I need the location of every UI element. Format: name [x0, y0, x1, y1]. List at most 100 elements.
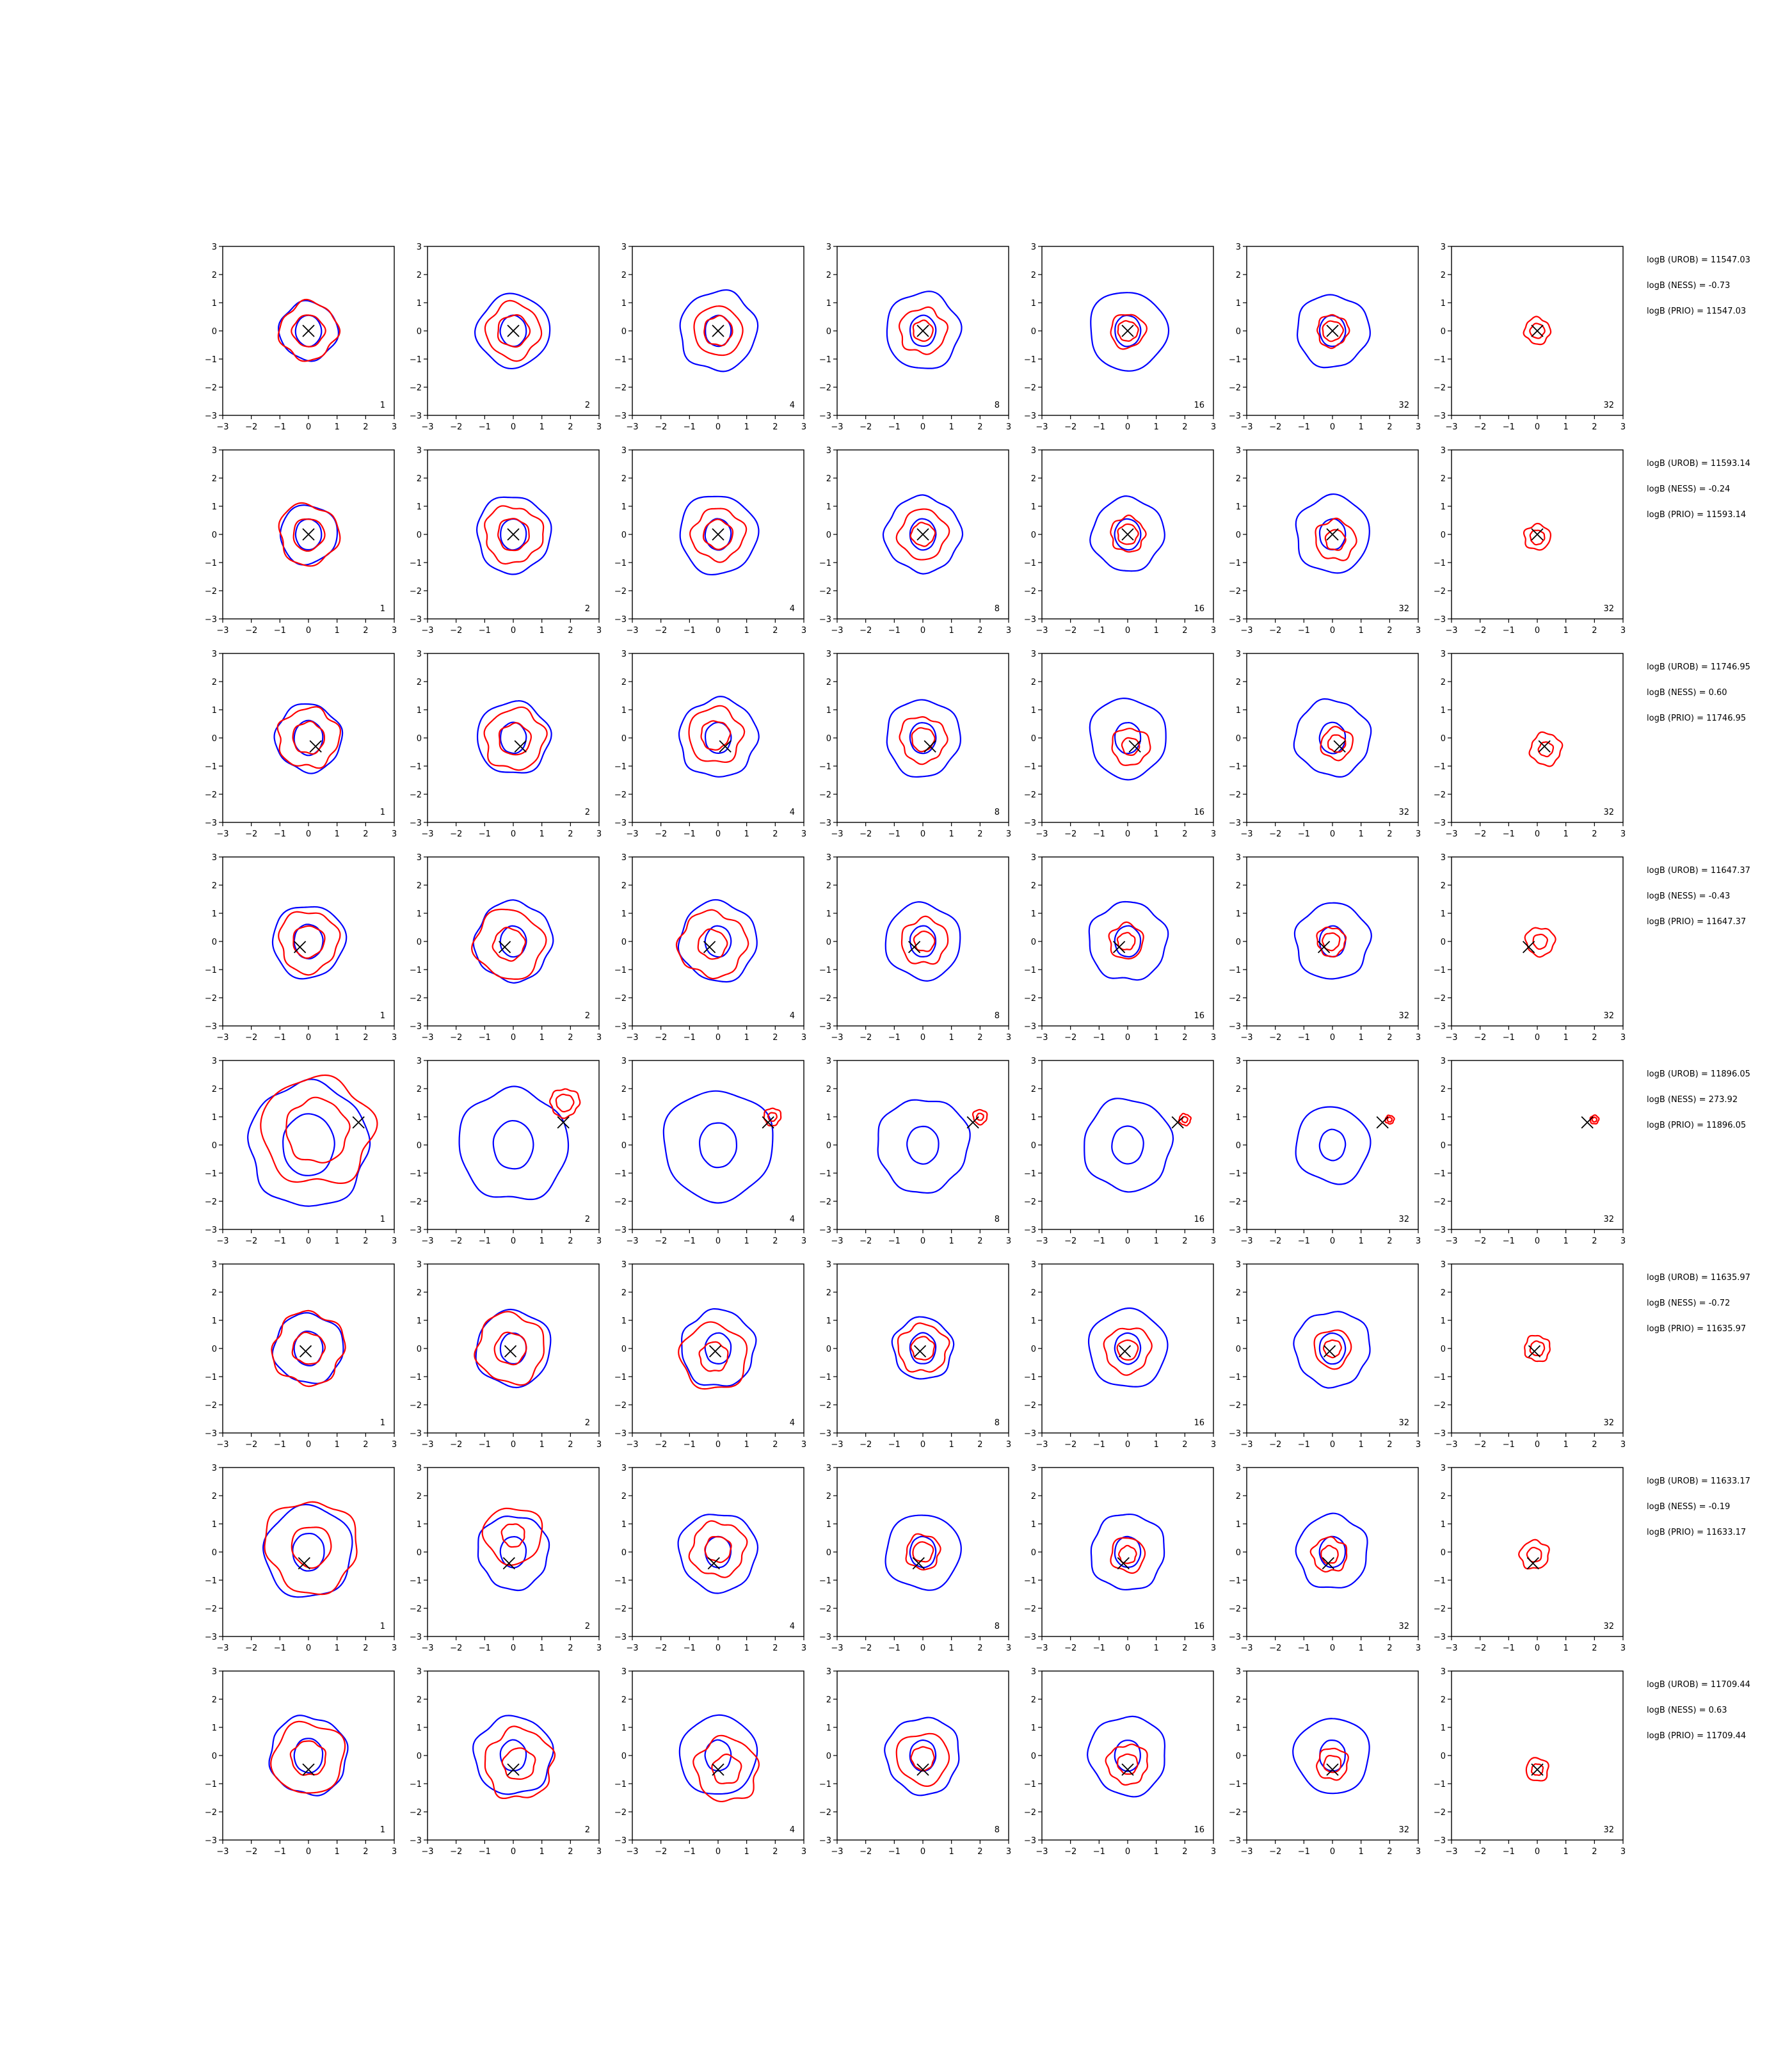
- true-value-marker: [352, 1116, 365, 1129]
- x-tick-label: 0: [1535, 626, 1540, 636]
- panel-label: 4: [790, 1825, 795, 1835]
- blue-contour-outer: [884, 901, 961, 982]
- x-tick-label: −2: [1474, 1236, 1486, 1246]
- x-tick-label: 3: [392, 1440, 397, 1450]
- y-tick-label: 3: [1441, 243, 1446, 252]
- x-tick-label: 1: [1154, 1033, 1159, 1043]
- y-tick-label: −2: [1434, 383, 1446, 393]
- panel-r5-c4: −3−3 −2 −2 −1 −1 0 0 1 1 2 2 3 3 8: [819, 1057, 1011, 1246]
- x-tick-label: −2: [860, 422, 872, 432]
- panel-r8-c4: −3−3 −2 −2 −1 −1 0 0 1 1 2 2 3 3 8: [819, 1667, 1011, 1857]
- y-tick-label: −2: [1229, 994, 1241, 1004]
- y-tick-label: −3: [1024, 1226, 1036, 1235]
- y-tick-label: −3: [1229, 615, 1241, 625]
- y-tick-label: −2: [205, 587, 217, 596]
- x-tick-label: −1: [888, 1033, 900, 1043]
- row-stat-line: logB (UROB) = 11593.14: [1647, 459, 1750, 468]
- y-tick-label: 3: [1441, 1464, 1446, 1473]
- y-tick-label: −3: [1024, 1022, 1036, 1032]
- blue-contour-outer: [1087, 1715, 1166, 1798]
- y-tick-label: 2: [417, 1695, 422, 1705]
- y-tick-label: −3: [1434, 412, 1446, 421]
- x-tick-label: 1: [744, 829, 749, 839]
- row-stat-line: logB (PRIO) = 11896.05: [1647, 1121, 1747, 1130]
- red-contour-outer: [278, 502, 341, 567]
- y-tick-label: 2: [621, 1288, 627, 1298]
- x-tick-label: −1: [274, 1644, 286, 1653]
- y-tick-label: −1: [819, 966, 831, 975]
- y-tick-label: −3: [205, 1022, 217, 1032]
- x-tick-label: 0: [920, 1440, 925, 1450]
- y-tick-label: 3: [1031, 243, 1036, 252]
- true-value-marker: [298, 1556, 310, 1570]
- red-contour-outer: [1528, 731, 1564, 767]
- row-stat-line: logB (NESS) = 0.63: [1647, 1706, 1727, 1715]
- y-tick-label: −2: [1229, 1604, 1241, 1614]
- panel-r3-c6: −3−3 −2 −2 −1 −1 0 0 1 1 2 2 3 3 32: [1229, 650, 1421, 839]
- true-value-marker: [302, 528, 315, 541]
- y-tick-label: 0: [212, 938, 217, 947]
- axes-frame: [1451, 1060, 1624, 1230]
- panel-r7-c3: −3 −3 −2 −2 −1 −1 0 0 1 1 2 2 3 3 4: [614, 1464, 806, 1653]
- y-tick-label: −1: [1024, 355, 1036, 365]
- y-tick-label: 3: [621, 853, 627, 863]
- x-tick-label: 0: [716, 422, 721, 432]
- x-tick-label: −2: [1269, 1236, 1281, 1246]
- y-tick-label: −1: [1024, 1169, 1036, 1179]
- y-tick-label: −1: [1229, 355, 1241, 365]
- x-tick-label: 0: [716, 829, 721, 839]
- x-tick-label: −3: [216, 1236, 228, 1246]
- red-contour-outer: [1524, 927, 1556, 958]
- y-tick-label: −1: [819, 1780, 831, 1789]
- true-value-marker: [1522, 941, 1535, 954]
- x-tick-label: 1: [335, 422, 340, 432]
- row-stat-line: logB (PRIO) = 11746.95: [1647, 714, 1747, 723]
- blue-contour-inner: [704, 1535, 732, 1569]
- x-tick-label: 3: [392, 1644, 397, 1653]
- panel-label: 32: [1398, 1622, 1409, 1631]
- panel-label: 32: [1398, 401, 1409, 410]
- x-tick-label: 3: [392, 829, 397, 839]
- y-tick-label: 1: [1441, 1520, 1446, 1530]
- y-tick-label: 2: [1441, 1288, 1446, 1298]
- blue-contour-outer: [1089, 698, 1167, 781]
- y-tick-label: 0: [1441, 734, 1446, 744]
- y-tick-label: 0: [212, 1345, 217, 1354]
- true-value-marker: [916, 528, 929, 541]
- red-contour-outer: [693, 305, 744, 356]
- panel-r5-c1: −3−3 −2 −2 −1 −1 0 0 1 1 2 2 3 3 1: [205, 1057, 397, 1246]
- y-tick-label: 3: [417, 650, 422, 659]
- axes-frame: [632, 1060, 804, 1230]
- y-tick-label: 0: [1236, 327, 1241, 337]
- y-tick-label: 1: [1441, 706, 1446, 716]
- x-tick-label: −1: [684, 1644, 696, 1653]
- y-tick-label: 0: [212, 1141, 217, 1151]
- y-tick-label: 2: [621, 474, 627, 484]
- y-tick-label: −3: [205, 412, 217, 421]
- row-stat-line: logB (PRIO) = 11647.37: [1647, 917, 1747, 927]
- true-value-marker: [507, 1763, 520, 1776]
- blue-contour-outer: [476, 700, 552, 774]
- panel-r1-c7: −3−3 −2 −2 −1 −1 0 0 1 1 2 2 3 3 32: [1434, 243, 1626, 432]
- y-tick-label: −3: [1229, 1226, 1241, 1235]
- axes-frame: [1451, 856, 1624, 1027]
- y-tick-label: 0: [621, 531, 627, 540]
- x-tick-label: 2: [772, 1033, 778, 1043]
- x-tick-label: 2: [1592, 626, 1597, 636]
- y-tick-label: −3: [819, 615, 831, 625]
- y-tick-label: −3: [614, 1836, 627, 1846]
- x-tick-label: 1: [335, 829, 340, 839]
- x-tick-label: 2: [1387, 1236, 1392, 1246]
- x-tick-label: 0: [1125, 1236, 1130, 1246]
- blue-contour-inner: [1318, 1535, 1347, 1569]
- red-contour-outer: [1110, 1537, 1146, 1574]
- x-tick-label: 1: [1154, 422, 1159, 432]
- y-tick-label: 0: [1441, 1345, 1446, 1354]
- y-tick-label: 0: [212, 327, 217, 337]
- red-contour-inner: [291, 1331, 326, 1365]
- x-tick-label: −1: [684, 1440, 696, 1450]
- x-tick-label: 2: [568, 626, 573, 636]
- x-tick-label: 0: [306, 1236, 311, 1246]
- y-tick-label: 0: [621, 1548, 627, 1558]
- y-tick-label: 1: [1031, 706, 1036, 716]
